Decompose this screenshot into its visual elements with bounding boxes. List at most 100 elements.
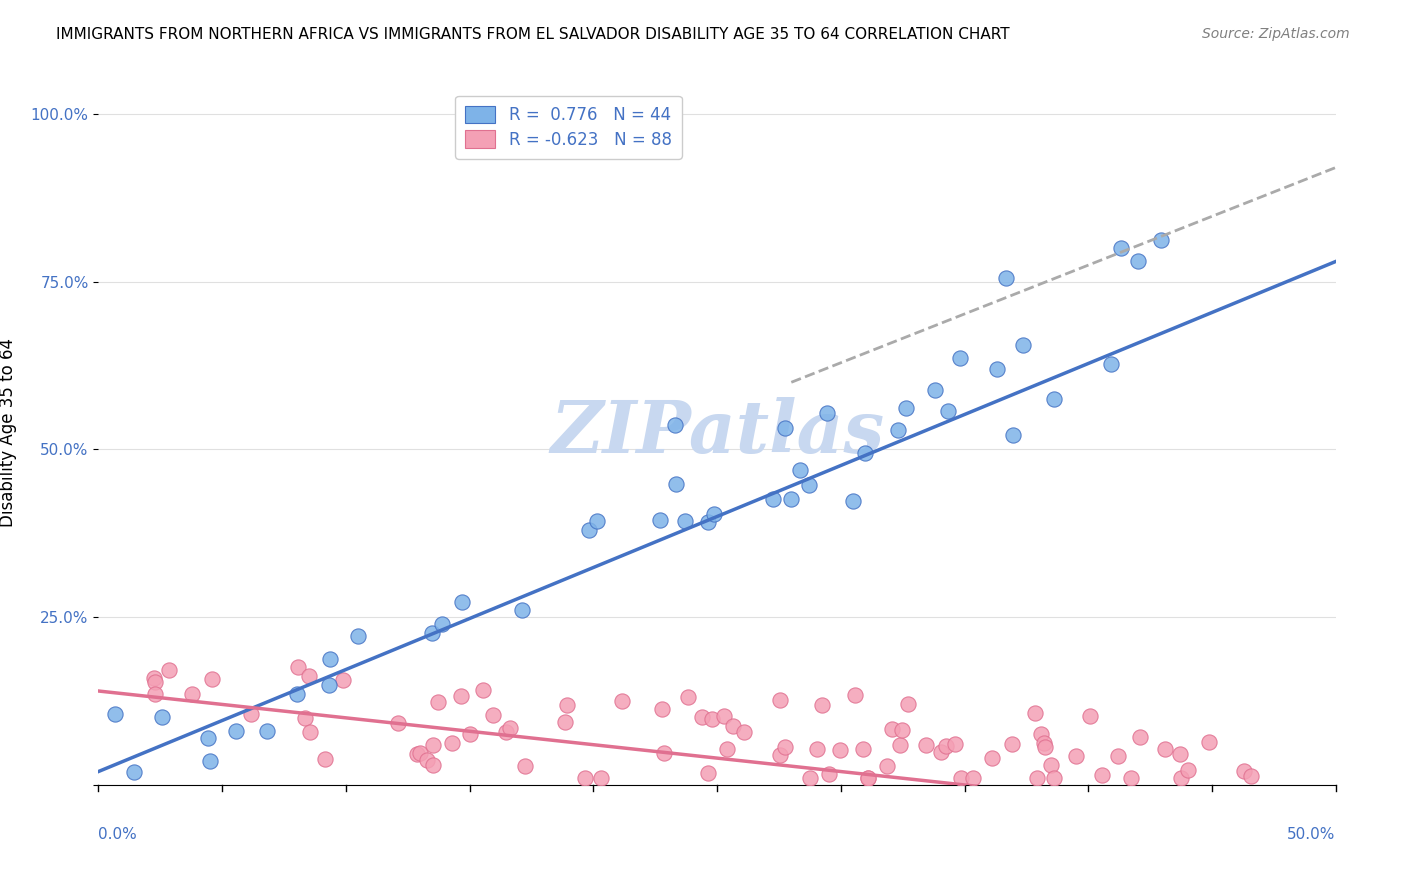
Point [440, 736, 463, 750]
Point [513, 758, 536, 772]
Point [574, 771, 596, 785]
Point [1107, 748, 1129, 763]
Point [152, 710, 174, 724]
Point [1043, 771, 1066, 785]
Point [420, 625, 443, 640]
Point [651, 702, 673, 716]
Point [495, 725, 517, 739]
Point [806, 741, 828, 756]
Text: 0.0%: 0.0% [98, 827, 138, 842]
Point [287, 660, 309, 674]
Point [716, 741, 738, 756]
Point [665, 477, 688, 491]
Point [1001, 738, 1024, 752]
Point [986, 361, 1008, 376]
Point [554, 714, 576, 729]
Point [943, 737, 966, 751]
Point [1031, 727, 1053, 741]
Point [122, 764, 145, 779]
Point [1170, 771, 1192, 785]
Point [844, 688, 866, 702]
Point [855, 446, 877, 460]
Point [1001, 428, 1024, 442]
Point [1024, 706, 1046, 720]
Point [697, 766, 720, 780]
Point [143, 687, 166, 701]
Point [239, 706, 262, 721]
Point [949, 351, 972, 365]
Point [797, 477, 820, 491]
Point [1043, 392, 1066, 406]
Point [409, 747, 432, 761]
Point [799, 771, 821, 785]
Point [610, 694, 633, 708]
Point [197, 731, 219, 745]
Point [422, 738, 444, 752]
Point [815, 406, 838, 420]
Point [733, 725, 755, 739]
Point [768, 748, 790, 763]
Point [702, 713, 724, 727]
Point [451, 595, 474, 609]
Point [1154, 742, 1177, 756]
Point [416, 753, 439, 767]
Point [510, 602, 533, 616]
Point [285, 687, 308, 701]
Point [1099, 357, 1122, 371]
Point [924, 383, 946, 397]
Point [889, 738, 911, 752]
Point [721, 719, 744, 733]
Point [703, 507, 725, 521]
Point [817, 767, 839, 781]
Point [387, 715, 409, 730]
Point [1126, 254, 1149, 268]
Point [142, 671, 165, 685]
Point [200, 754, 222, 768]
Point [256, 723, 278, 738]
Point [458, 726, 481, 740]
Point [780, 491, 803, 506]
Point [810, 698, 832, 712]
Point [962, 771, 984, 785]
Point [697, 515, 720, 529]
Point [294, 710, 316, 724]
Point [830, 743, 852, 757]
Point [891, 723, 914, 737]
Point [994, 271, 1017, 285]
Point [852, 741, 875, 756]
Point [664, 417, 686, 432]
Point [225, 724, 247, 739]
Point [298, 669, 321, 683]
Point [201, 673, 224, 687]
Point [1033, 739, 1056, 754]
Point [498, 722, 520, 736]
Point [157, 663, 180, 677]
Point [652, 746, 675, 760]
Point [1111, 241, 1133, 255]
Point [1170, 747, 1192, 761]
Point [422, 758, 444, 772]
Point [555, 698, 578, 713]
Point [648, 513, 671, 527]
Point [332, 673, 354, 688]
Point [314, 752, 336, 766]
Point [915, 738, 938, 752]
Point [1039, 758, 1062, 772]
Point [1233, 764, 1256, 778]
Point [578, 523, 600, 537]
Point [842, 494, 865, 508]
Point [673, 515, 696, 529]
Point [1078, 709, 1101, 723]
Point [769, 692, 792, 706]
Point [775, 421, 797, 435]
Point [1129, 730, 1152, 744]
Point [180, 687, 202, 701]
Point [897, 697, 920, 711]
Point [347, 629, 370, 643]
Point [1033, 736, 1056, 750]
Point [426, 695, 449, 709]
Point [676, 690, 699, 704]
Point [482, 708, 505, 723]
Point [1121, 771, 1143, 785]
Text: Source: ZipAtlas.com: Source: ZipAtlas.com [1202, 27, 1350, 41]
